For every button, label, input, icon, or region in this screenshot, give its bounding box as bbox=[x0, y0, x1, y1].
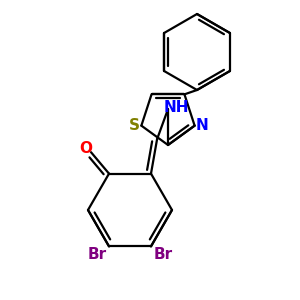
Text: N: N bbox=[195, 118, 208, 133]
Text: NH: NH bbox=[163, 100, 189, 115]
Text: S: S bbox=[129, 118, 140, 133]
Text: Br: Br bbox=[87, 247, 106, 262]
Text: O: O bbox=[80, 141, 92, 156]
Text: Br: Br bbox=[153, 247, 172, 262]
